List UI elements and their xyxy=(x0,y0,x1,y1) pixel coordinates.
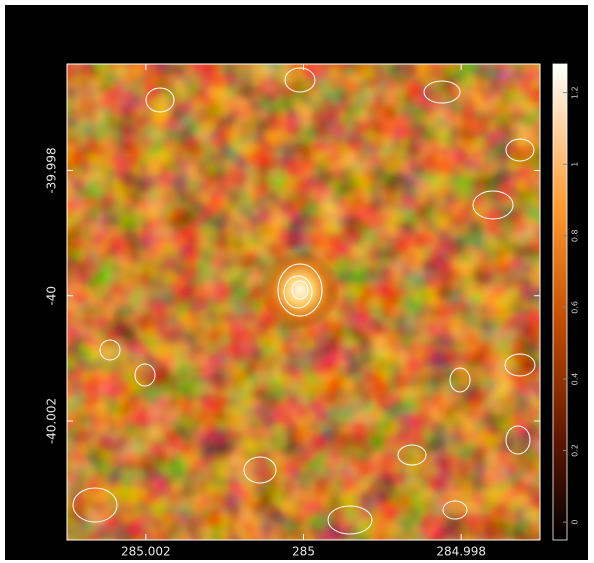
x-tick-label: 285 xyxy=(292,545,315,559)
x-tick-label: 284.998 xyxy=(436,545,486,559)
colorbar xyxy=(552,63,568,541)
image xyxy=(66,63,541,541)
bright-source xyxy=(260,250,340,330)
colorbar-tick-label: 0.2 xyxy=(571,444,580,457)
contours xyxy=(72,67,536,535)
x-tick-label: 285.002 xyxy=(121,545,171,559)
y-tick-label: -40.002 xyxy=(45,398,59,444)
colorbar-tick-label: 0.4 xyxy=(571,373,580,386)
colorbar-tick-label: 1.2 xyxy=(571,86,580,99)
colorbar-tick-label: 1 xyxy=(571,162,580,167)
colorbar-tick-label: 0.6 xyxy=(571,301,580,314)
y-tick-label: -40 xyxy=(45,286,59,306)
colorbar-tick-label: 0 xyxy=(571,520,580,525)
colorbar-tick-label: 0.8 xyxy=(571,229,580,242)
y-tick-label: -39.998 xyxy=(45,147,59,193)
